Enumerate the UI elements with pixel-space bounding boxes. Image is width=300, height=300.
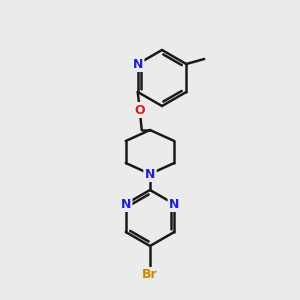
Text: O: O	[134, 103, 145, 116]
Text: N: N	[169, 197, 179, 211]
Text: N: N	[133, 58, 143, 70]
Text: N: N	[121, 197, 131, 211]
Text: N: N	[145, 167, 155, 181]
Text: Br: Br	[142, 268, 158, 281]
